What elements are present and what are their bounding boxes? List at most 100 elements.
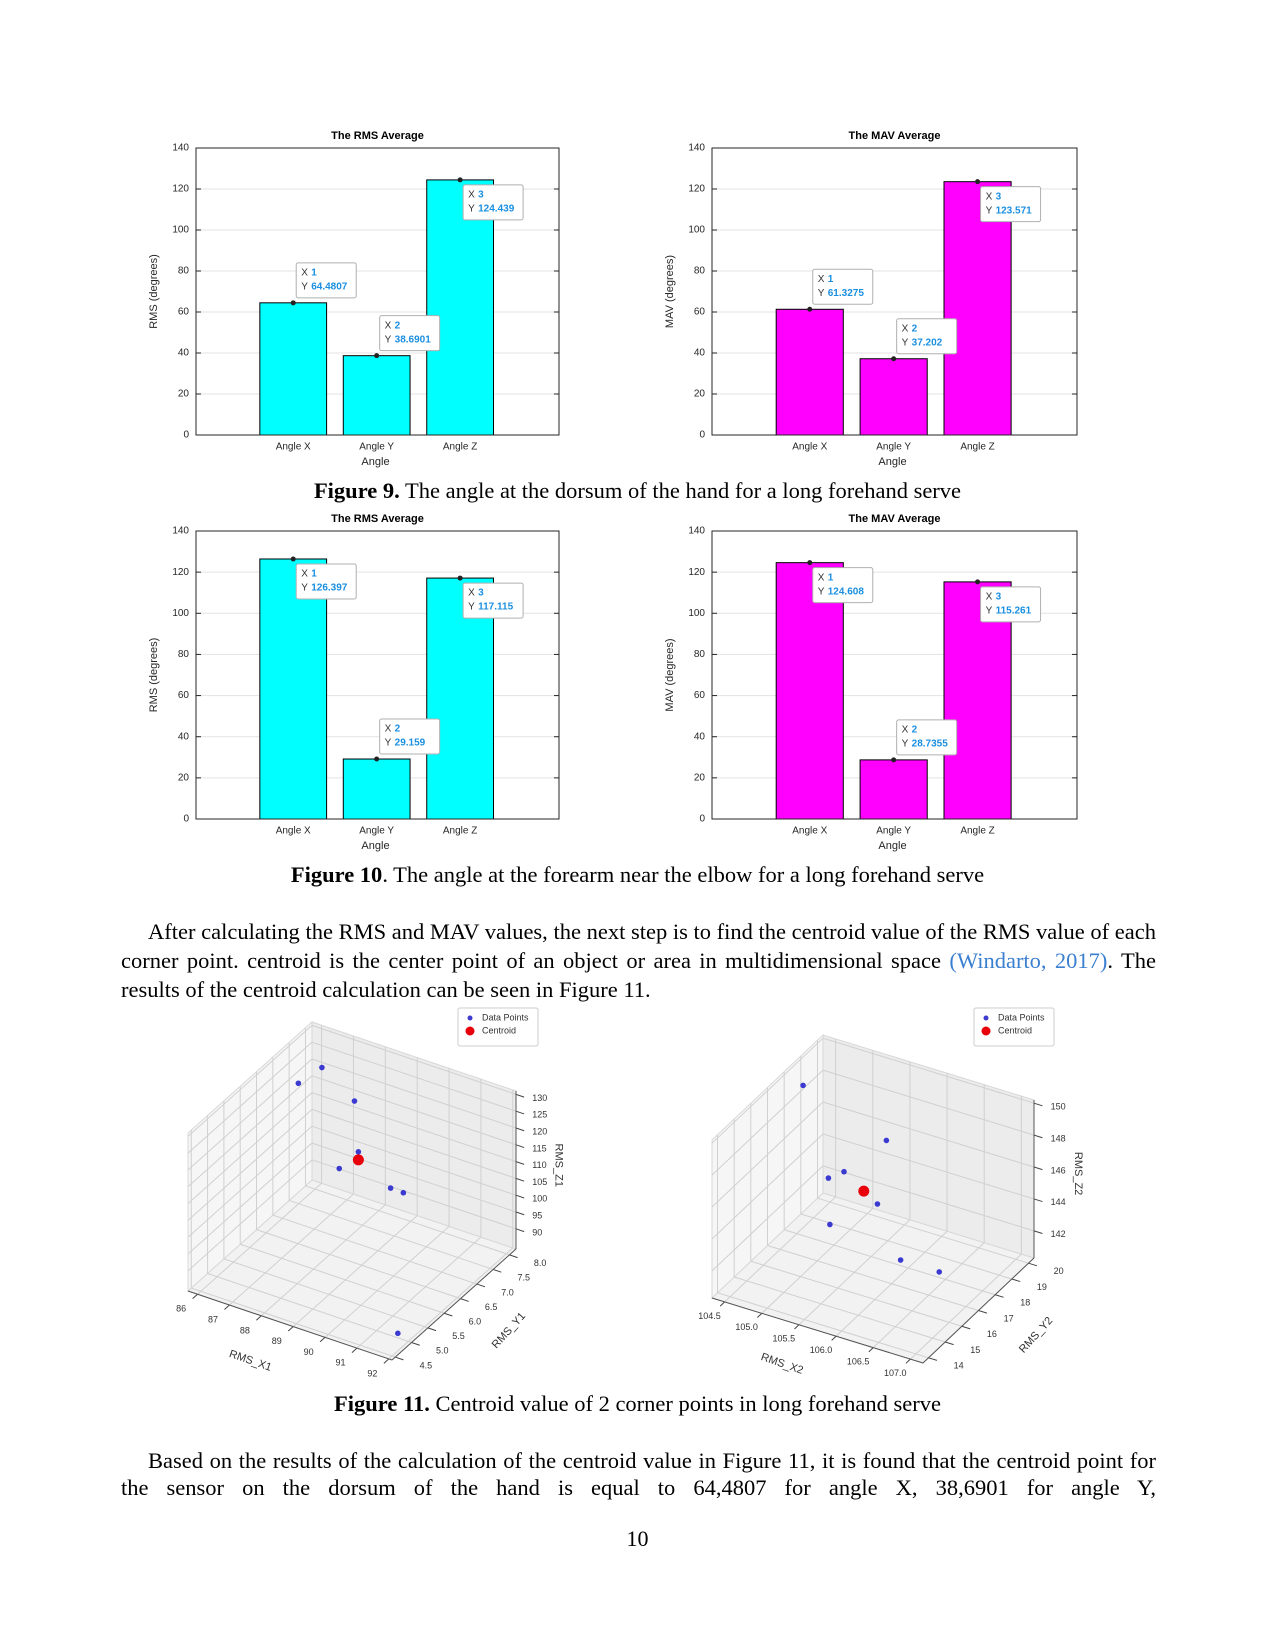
data-point [841,1168,847,1175]
datatip-name: Y [818,586,825,597]
x-tick-label: 106.5 [847,1357,870,1367]
tick-mark [515,1127,525,1132]
citation[interactable]: (Windarto, 2017) [949,948,1108,973]
datatip-x: 2 [912,725,918,736]
x-tick-label: Angle Y [359,826,394,837]
axes-box [711,147,1078,436]
data-point [336,1165,343,1172]
grid-line [784,1229,996,1296]
tick-mark [287,1326,294,1332]
data-point [827,1221,833,1228]
bar [775,562,844,820]
tick-mark [1033,1198,1043,1203]
grid-line [311,1041,517,1112]
tick-mark [492,1268,502,1273]
tick-mark [460,1298,469,1302]
z-axis-label: RMS_Z1 [553,1144,565,1187]
datatip-value: 123.571 [996,205,1033,216]
datatip-x: 1 [828,572,834,583]
grid-line [711,1101,824,1208]
data-point [874,1201,881,1207]
datatip-value: 126.397 [311,583,348,594]
tick-mark [411,1341,420,1346]
y-tick-label: 7.5 [518,1273,531,1283]
datatip-box [812,567,874,604]
x-tick-label: 105.5 [773,1334,796,1344]
x-axis-label: RMS_X1 [228,1348,274,1374]
axis-line [187,1290,393,1361]
legend-box [973,1007,1055,1047]
x-axis-label: Angle [361,840,389,852]
data-point [800,1082,806,1089]
tick-mark [319,1336,326,1343]
y-tick-label: 100 [172,608,189,619]
datatip-x: 2 [395,320,401,331]
x-tick-label: Angle Z [443,826,477,837]
grid-line [187,1058,313,1171]
y-tick-label: 140 [688,526,705,537]
x-axis-label: RMS_X2 [759,1351,805,1377]
datatip-x: 3 [478,588,484,599]
grid-line [272,1214,478,1285]
grid-line [388,1247,514,1360]
tick-mark [515,1144,525,1149]
centroid-point [352,1154,364,1166]
centroid-point [858,1185,870,1197]
bar-chart: 0 20 40 60 80 100 120 140 Angle X Angle Y Angle Z A… [664,513,1078,852]
y-tick-label: 60 [178,307,190,318]
tick-mark [515,1211,525,1216]
x-tick-label: Angle Y [359,442,394,453]
datatip-box [379,718,441,755]
data-point [883,1137,890,1144]
tick-mark [515,1161,525,1165]
grid-line [822,1069,1035,1136]
datatip-name: Y [468,204,475,215]
grid-line [187,1041,313,1154]
y-tick-label: 0 [699,430,705,441]
datatip-name: Y [301,583,308,594]
tick-mark [509,1254,518,1259]
y-tick-label: 20 [178,389,190,400]
grid-line [711,1133,824,1240]
tick-mark [515,1228,525,1233]
z-tick-label: 115 [532,1143,546,1153]
y-tick-label: 6.5 [485,1302,498,1312]
tick-mark [256,1315,262,1321]
datatip-name: Y [385,334,392,345]
grid-line [187,1075,313,1188]
grid-line [324,1225,450,1338]
datatip-name: Y [986,205,993,216]
y-tick-label: 120 [688,567,705,578]
datatip-value: 117.115 [478,602,513,613]
y-tick-label: 100 [688,225,705,236]
datatip-name: Y [902,337,909,348]
grid-line [197,1182,322,1295]
bar [943,181,1012,436]
legend-box [457,1007,539,1047]
datatip-box [896,318,958,355]
y-tick-label: 140 [172,143,189,154]
grid-line [207,1272,412,1343]
datatip-marker [374,756,380,762]
datatip-x: 3 [478,190,484,201]
datatip-marker [457,575,463,581]
tick-mark [1028,1262,1038,1267]
y-tick-label: 40 [178,348,190,359]
scatter3d-chart: 104.5 105.0 105.5 106.0 106.5 107.0 14 15 16 17 18… [698,1007,1084,1378]
x-axis-label: Angle [361,456,389,468]
z-tick-label: 150 [1051,1101,1066,1111]
grid-line [750,1260,962,1327]
y-axis-label: MAV (degrees) [664,255,676,328]
z-tick-label: 110 [532,1160,546,1170]
datatip-name: X [986,592,993,603]
grid-line [800,1213,1012,1280]
axis-line [711,1297,924,1364]
z-tick-label: 90 [532,1227,542,1237]
y-tick-label: 7.0 [501,1287,514,1297]
tick-mark [995,1294,1004,1298]
paragraph: Based on the results of the calculation … [121,1447,1156,1501]
y-axis-label: RMS (degrees) [148,638,160,713]
y-tick-label: 20 [694,772,706,783]
y-tick-label: 20 [178,772,190,783]
grid-line [187,1109,313,1221]
